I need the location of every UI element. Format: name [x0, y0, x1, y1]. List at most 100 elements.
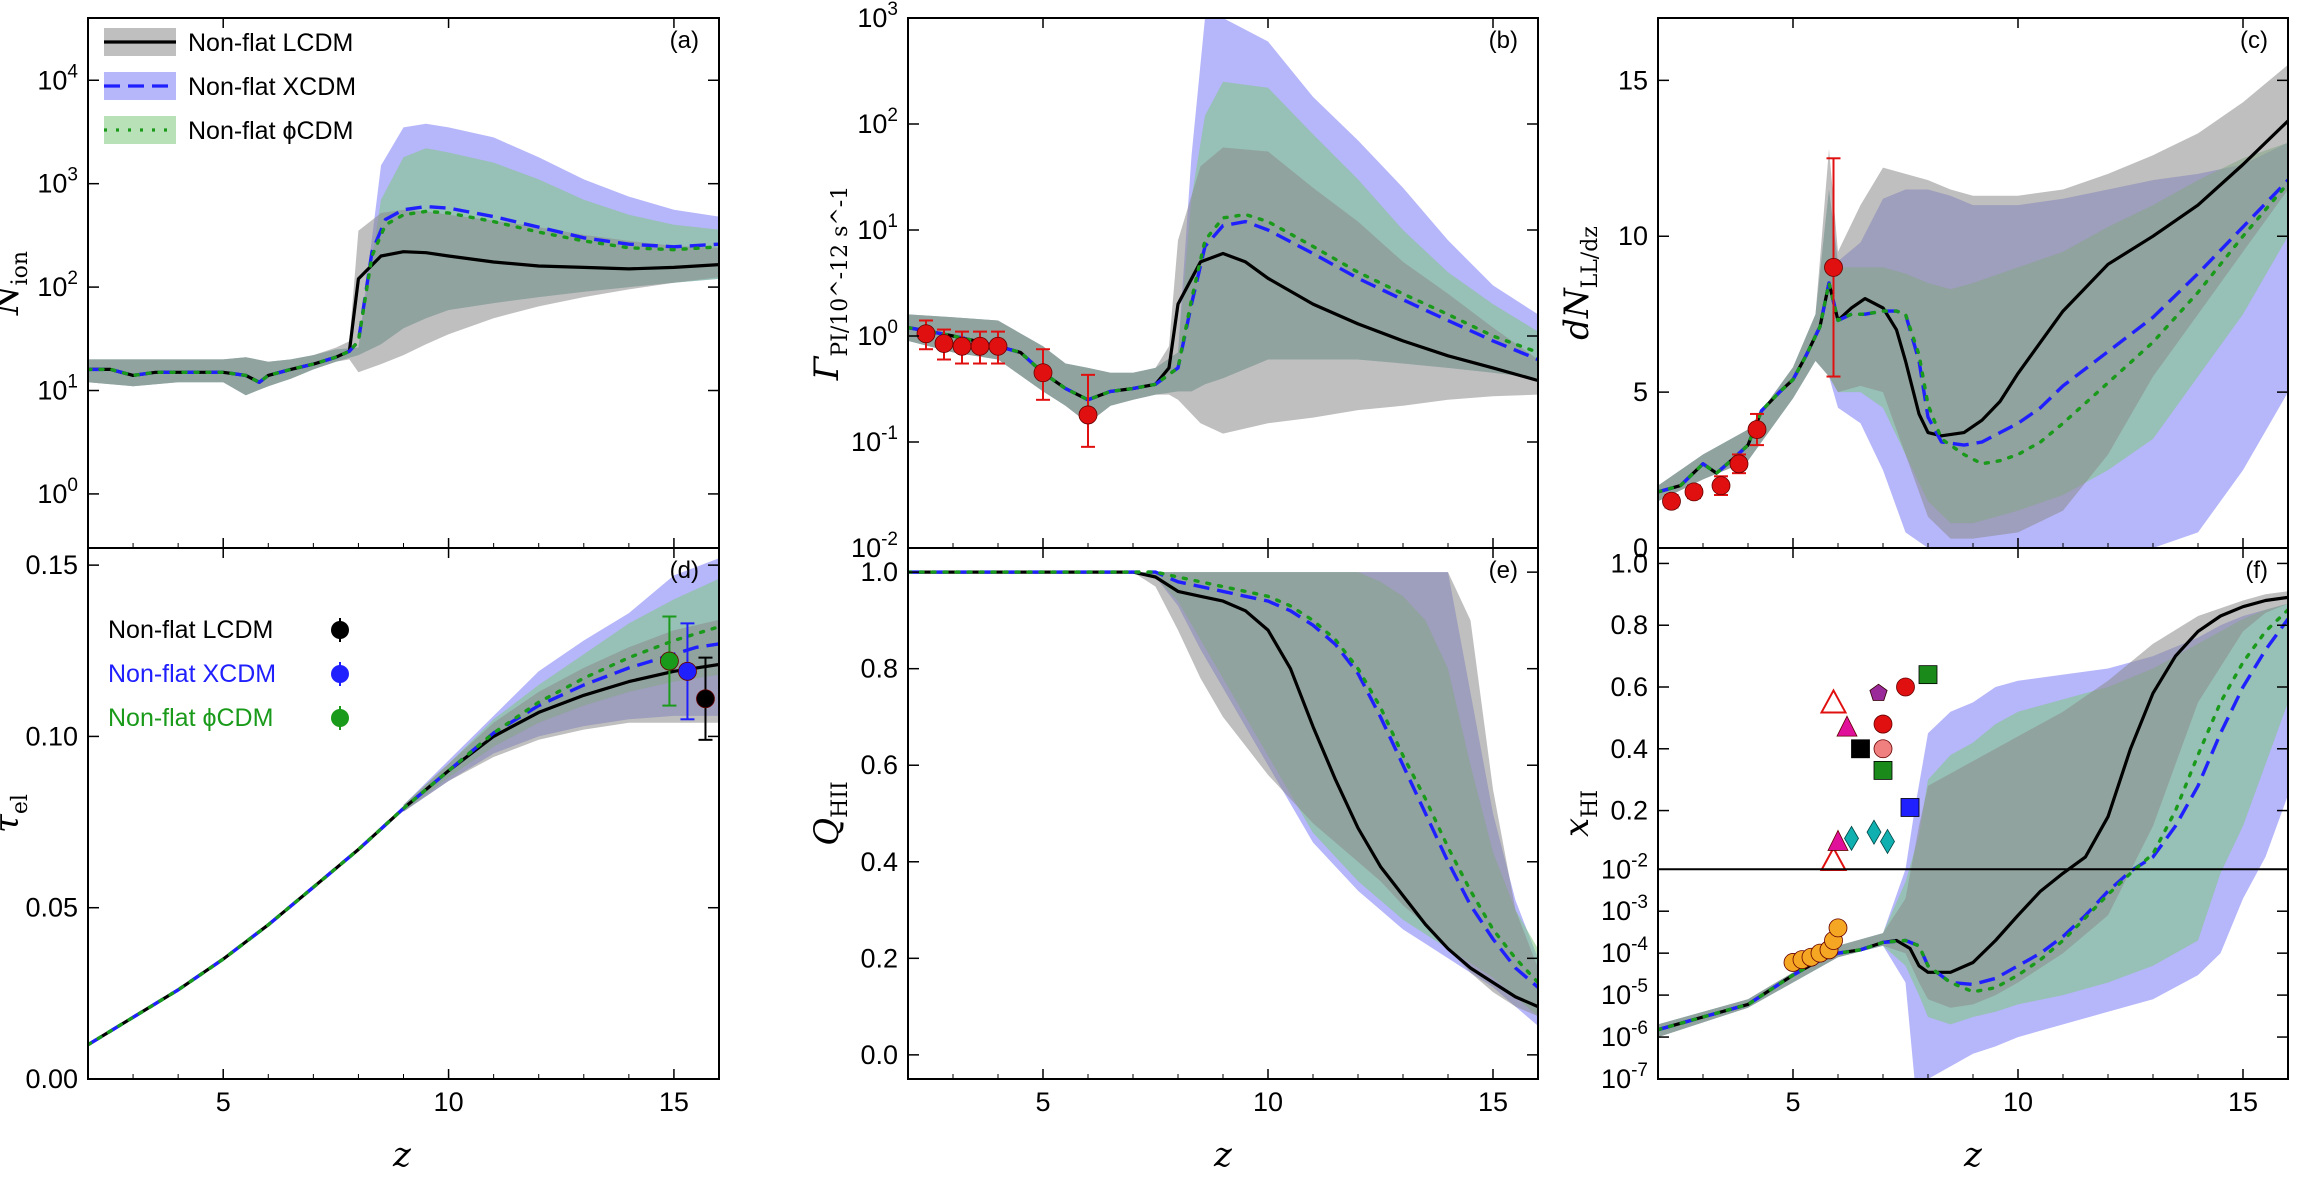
band-c-2 [1658, 64, 2288, 539]
y-tick-label-b-0-2: 100 [857, 317, 898, 351]
y-tick-label-f-0-1: 0.4 [1610, 734, 1648, 764]
band-d-2 [403, 619, 719, 812]
y-axis-label-f: xHI [1557, 790, 1603, 837]
data-point-f-7-0 [1866, 819, 1882, 845]
panel-d: 5 10 15 0.00 0.05 0.10 0.15 (d) τel [0, 547, 720, 1117]
data-point-f-15-0 [1918, 665, 1938, 685]
series-line-a-1 [88, 204, 719, 384]
x-axis-label-middle: z [1213, 1135, 1233, 1175]
panel-tag-b: (b) [1489, 27, 1518, 54]
band-a-2 [88, 209, 719, 396]
data-point-c-0-3 [1729, 454, 1749, 474]
series-line-c-2 [1658, 181, 2288, 494]
y-axis-label-c: dNLL/dz [1557, 226, 1603, 340]
panel-tag-d: (d) [670, 557, 699, 584]
y-tick-label-d-0-2: 0.10 [25, 721, 78, 751]
plot-area-c [1658, 64, 2288, 548]
panel-tag-f: (f) [2245, 557, 2268, 584]
data-point-f-10-0 [1873, 714, 1893, 734]
y-tick-label-b-0-4: 102 [857, 105, 898, 139]
plot-area-b [908, 18, 1538, 434]
panel-e: 5 10 15 0.0 0.2 0.4 0.6 0.8 1.0 (e) QHII [807, 547, 1539, 1117]
data-point-b-0-5 [1033, 363, 1053, 383]
data-point-d-2-0 [696, 689, 715, 709]
data-point-d-1-0 [678, 661, 697, 681]
x-tick-label-d-1: 10 [434, 1087, 464, 1117]
x-tick-label-f-1: 10 [2003, 1087, 2033, 1117]
y-tick-label-f-1-5: 10-2 [1601, 850, 1648, 884]
y-tick-label-b-0-0: 10-2 [851, 529, 898, 563]
legend-tau-label-0: Non-flat LCDM [108, 616, 273, 644]
data-point-f-3-0 [1827, 829, 1849, 851]
y-tick-label-c-0-2: 10 [1618, 221, 1648, 251]
y-tick-label-f-0-2: 0.6 [1610, 672, 1648, 702]
y-axis-label-a: Nion [0, 251, 33, 316]
y-tick-label-c-0-1: 5 [1633, 377, 1648, 407]
series-line-e-2 [908, 570, 1538, 985]
y-tick-label-e-0-5: 1.0 [860, 557, 898, 587]
legend-tau: Non-flat LCDM Non-flat XCDM Non-flat ϕCDM [108, 616, 349, 732]
data-point-c-0-4 [1747, 420, 1767, 439]
panel-tag-a: (a) [670, 27, 699, 54]
y-tick-label-f-1-3: 10-4 [1601, 934, 1648, 968]
series-line-d-2 [88, 625, 719, 1047]
y-tick-label-b-0-5: 103 [857, 0, 898, 33]
x-tick-label-f-0: 5 [1785, 1087, 1800, 1117]
data-point-f-2-0 [1819, 688, 1848, 714]
x-tick-label-d-0: 5 [216, 1087, 231, 1117]
plot-area-f [1658, 591, 2288, 1079]
y-tick-label-e-0-0: 0.0 [860, 1040, 898, 1070]
y-tick-label-a-0-4: 104 [37, 61, 78, 95]
x-tick-label-e-1: 10 [1253, 1087, 1283, 1117]
y-axis-label-d: τel [0, 794, 33, 833]
data-point-f-13-0 [1896, 677, 1915, 697]
y-tick-label-e-0-1: 0.2 [860, 943, 898, 973]
data-point-f-9-0 [1873, 739, 1893, 759]
y-tick-label-e-0-2: 0.4 [860, 847, 898, 877]
data-point-f-14-0 [1900, 798, 1920, 817]
y-tick-label-d-0-0: 0.00 [25, 1064, 78, 1094]
data-point-f-12-0 [1880, 828, 1895, 855]
legend-tau-marker-1 [331, 665, 349, 683]
data-point-c-0-1 [1684, 482, 1704, 502]
data-point-f-6-0 [1851, 739, 1870, 759]
series-line-c-1 [1658, 178, 2288, 494]
x-axis-label-right: z [1963, 1135, 1983, 1175]
legend-top: Non-flat LCDM Non-flat XCDM Non-flat ϕCDM [104, 28, 356, 145]
data-point-f-8-0 [1869, 683, 1888, 701]
data-point-f-4-0 [1836, 715, 1858, 737]
data-point-f-1-0 [1819, 845, 1848, 871]
y-tick-label-d-0-1: 0.05 [25, 893, 78, 923]
band-e-2 [1133, 572, 1538, 1017]
panel-b: 10-2 10-1 100 101 102 103 (b) ΓPI/10^-12 s^-1 [807, 0, 1539, 563]
data-point-c-0-0 [1662, 491, 1681, 511]
legend-tau-label-1: Non-flat XCDM [108, 660, 276, 688]
panel-f: 5 10 15 0.2 0.4 0.6 0.8 1.0 10-7 10-6 10-5 10-4 10-3… [1557, 547, 2289, 1117]
y-tick-label-a-0-0: 100 [37, 475, 78, 509]
data-point-b-0-3 [970, 336, 990, 356]
y-tick-label-e-0-3: 0.6 [860, 750, 898, 780]
legend-label-2: Non-flat ϕCDM [188, 117, 353, 145]
y-tick-label-a-0-2: 102 [37, 268, 78, 302]
y-tick-label-f-0-4: 1.0 [1610, 548, 1648, 578]
legend-tau-marker-2 [331, 709, 349, 727]
x-tick-label-e-0: 5 [1035, 1087, 1050, 1117]
data-point-f-0-6 [1828, 918, 1848, 938]
y-tick-label-f-1-2: 10-5 [1601, 976, 1648, 1010]
y-tick-label-f-1-1: 10-6 [1601, 1018, 1648, 1052]
data-point-c-0-5 [1824, 258, 1843, 277]
panel-a: 100 101 102 103 104 (a) Nion [0, 17, 720, 549]
panel-c: 0 5 10 15 (c) dNLL/dz [1557, 17, 2289, 563]
y-tick-label-c-0-3: 15 [1618, 65, 1648, 95]
data-point-b-0-0 [916, 324, 936, 344]
y-axis-label-b: ΓPI/10^-12 s^-1 [807, 186, 853, 382]
data-point-b-0-2 [952, 336, 972, 356]
data-point-c-0-2 [1711, 476, 1731, 496]
data-point-b-0-4 [988, 336, 1008, 356]
data-point-f-5-0 [1844, 825, 1859, 852]
plot-area-d [88, 558, 719, 1047]
data-point-d-0-0 [660, 651, 679, 671]
data-point-b-0-1 [934, 334, 954, 353]
panels: 100101102103104(a)Nion10-210-11001011021… [0, 0, 2289, 1117]
